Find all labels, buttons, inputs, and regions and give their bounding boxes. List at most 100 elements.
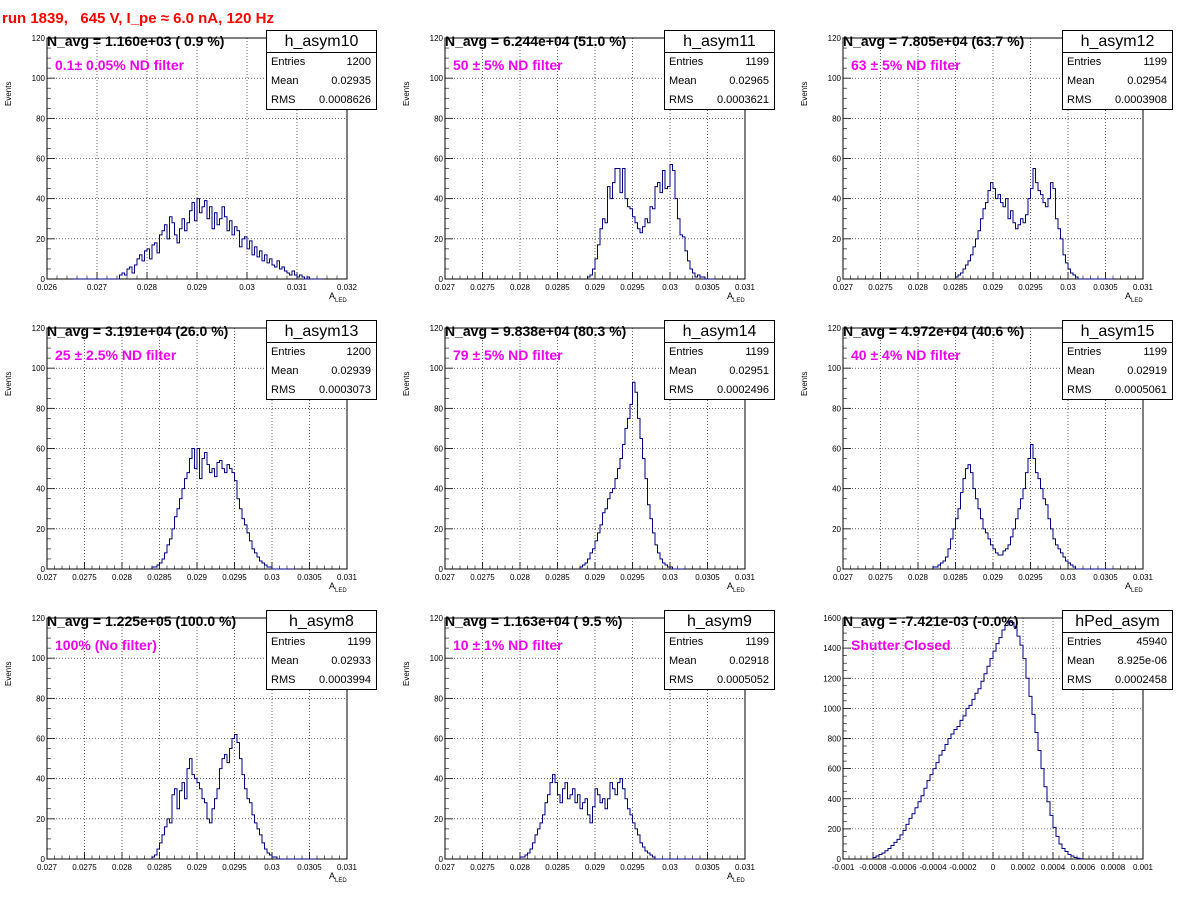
stats-mean-label: Mean — [271, 365, 299, 377]
stats-rms-row: RMS 0.0003994 — [267, 671, 376, 690]
y-tick-label: 40 — [36, 775, 45, 784]
y-tick-label: 100 — [32, 654, 46, 663]
x-tick-label: 0 — [991, 863, 996, 872]
x-tick-label: 0.0295 — [620, 283, 645, 292]
x-tick-label: 0.03 — [264, 863, 280, 872]
stats-rms-value: 0.0005052 — [717, 674, 769, 686]
y-tick-label: 60 — [434, 155, 443, 164]
x-tick-label: 0.029 — [585, 283, 606, 292]
x-tick-label: -0.0004 — [919, 863, 947, 872]
x-tick-label: 0.031 — [287, 283, 308, 292]
x-tick-label: 0.0305 — [297, 863, 322, 872]
x-tick-label: 0.028 — [510, 573, 531, 582]
stats-rms-label: RMS — [669, 674, 694, 686]
y-tick-label: 60 — [434, 735, 443, 744]
y-tick-label: 60 — [36, 735, 45, 744]
stats-entries-row: Entries 45940 — [1063, 633, 1172, 652]
histogram-plot: 0.027 0.0275 0.028 0.0285 0.029 0.0295 0.03 0.0… — [32, 324, 358, 582]
histogram-line-hPed_asym — [872, 620, 1084, 860]
histogram-name: h_asym8 — [267, 611, 376, 633]
y-tick-label: 400 — [828, 795, 842, 804]
stats-box: h_asym15 Entries 1199 Mean 0.02919 RMS 0.00050… — [1062, 320, 1173, 400]
y-axis-label: Events — [800, 371, 809, 396]
x-tick-label: 0.029 — [187, 283, 208, 292]
y-tick-label: 1400 — [823, 644, 841, 653]
x-tick-label: -0.0002 — [949, 863, 977, 872]
x-tick-label: 0.0275 — [470, 283, 495, 292]
stats-mean-value: 0.02965 — [729, 75, 769, 87]
y-tick-label: 60 — [832, 445, 841, 454]
x-tick-label: 0.0295 — [620, 573, 645, 582]
y-axis-label: Events — [800, 81, 809, 106]
stats-mean-label: Mean — [1067, 75, 1095, 87]
histogram-name: h_asym14 — [665, 321, 774, 343]
y-tick-label: 80 — [434, 694, 443, 703]
histogram-panel-h_asym11: 0.027 0.0275 0.028 0.0285 0.029 0.0295 0.03 0.0… — [398, 28, 796, 318]
x-tick-label: 0.03 — [662, 283, 678, 292]
n-avg-label: N_avg = 6.244e+04 (51.0 %) — [445, 33, 627, 49]
y-tick-label: 40 — [36, 195, 45, 204]
y-tick-label: 120 — [430, 34, 444, 43]
x-tick-label: 0.031 — [735, 573, 756, 582]
y-tick-label: 1600 — [823, 614, 841, 623]
x-tick-label: 0.031 — [337, 573, 358, 582]
x-tick-label: 0.028 — [510, 283, 531, 292]
stats-mean-row: Mean 0.02935 — [267, 72, 376, 91]
stats-entries-row: Entries 1199 — [1063, 343, 1172, 362]
y-tick-label: 80 — [434, 114, 443, 123]
stats-entries-label: Entries — [271, 346, 306, 358]
n-avg-label: N_avg = 3.191e+04 (26.0 %) — [47, 323, 229, 339]
x-tick-label: 0.0305 — [1093, 283, 1118, 292]
x-tick-label: 0.031 — [1133, 283, 1154, 292]
stats-entries-value: 1199 — [745, 346, 769, 358]
x-tick-label: 0.0285 — [545, 863, 570, 872]
stats-mean-row: Mean 0.02954 — [1063, 72, 1172, 91]
x-tick-label: 0.0285 — [943, 573, 968, 582]
x-tick-label: 0.0006 — [1071, 863, 1096, 872]
x-tick-label: 0.0295 — [1018, 283, 1043, 292]
x-axis-label: ALED — [329, 581, 347, 594]
x-tick-label: 0.0295 — [620, 863, 645, 872]
x-tick-label: 0.027 — [37, 573, 58, 582]
stats-mean-value: 0.02919 — [1127, 365, 1167, 377]
filter-label: Shutter Closed — [851, 637, 951, 653]
y-tick-label: 0 — [41, 855, 46, 864]
y-tick-label: 100 — [430, 654, 444, 663]
stats-box: h_asym8 Entries 1199 Mean 0.02933 RMS 0.000399… — [266, 610, 377, 690]
stats-rms-value: 0.0005061 — [1115, 384, 1167, 396]
stats-mean-label: Mean — [1067, 365, 1095, 377]
stats-mean-row: Mean 0.02933 — [267, 652, 376, 671]
histogram-plot: 0.027 0.0275 0.028 0.0285 0.029 0.0295 0.03 0.0… — [430, 614, 756, 872]
histogram-plot: 0.027 0.0275 0.028 0.0285 0.029 0.0295 0.03 0.0… — [430, 34, 756, 292]
stats-rms-row: RMS 0.0003621 — [665, 91, 774, 110]
y-tick-label: 100 — [430, 74, 444, 83]
y-tick-label: 40 — [434, 195, 443, 204]
y-tick-label: 40 — [832, 195, 841, 204]
y-tick-label: 60 — [36, 155, 45, 164]
y-tick-label: 120 — [32, 34, 46, 43]
stats-rms-label: RMS — [1067, 94, 1092, 106]
y-tick-label: 20 — [832, 525, 841, 534]
x-tick-label: 0.0295 — [222, 863, 247, 872]
stats-rms-label: RMS — [271, 94, 296, 106]
run-title: run 1839, 645 V, I_pe ≈ 6.0 nA, 120 Hz — [2, 10, 274, 27]
stats-rms-label: RMS — [669, 94, 694, 106]
stats-mean-label: Mean — [669, 75, 697, 87]
stats-entries-row: Entries 1200 — [267, 343, 376, 362]
histogram-line-h_asym9 — [519, 774, 700, 860]
y-tick-label: 0 — [837, 565, 842, 574]
stats-box: h_asym9 Entries 1199 Mean 0.02918 RMS 0.000505… — [664, 610, 775, 690]
x-tick-label: 0.029 — [187, 573, 208, 582]
stats-mean-row: Mean 0.02918 — [665, 652, 774, 671]
y-tick-label: 80 — [36, 404, 45, 413]
y-tick-label: 0 — [439, 565, 444, 574]
histogram-name: h_asym12 — [1063, 31, 1172, 53]
y-tick-label: 20 — [434, 525, 443, 534]
histogram-name: h_asym13 — [267, 321, 376, 343]
x-tick-label: 0.03 — [662, 573, 678, 582]
stats-mean-value: 0.02935 — [331, 75, 371, 87]
n-avg-label: N_avg = 1.163e+04 ( 9.5 %) — [445, 613, 623, 629]
n-avg-label: N_avg = -7.421e-03 (-0.0%) — [843, 613, 1019, 629]
filter-label: 10 ± 1% ND filter — [453, 637, 563, 653]
x-axis-label: ALED — [727, 581, 745, 594]
